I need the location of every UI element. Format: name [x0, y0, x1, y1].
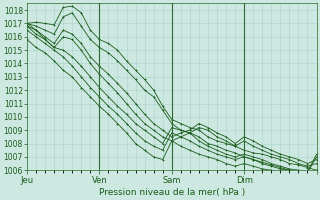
X-axis label: Pression niveau de la mer( hPa ): Pression niveau de la mer( hPa ) [99, 188, 245, 197]
